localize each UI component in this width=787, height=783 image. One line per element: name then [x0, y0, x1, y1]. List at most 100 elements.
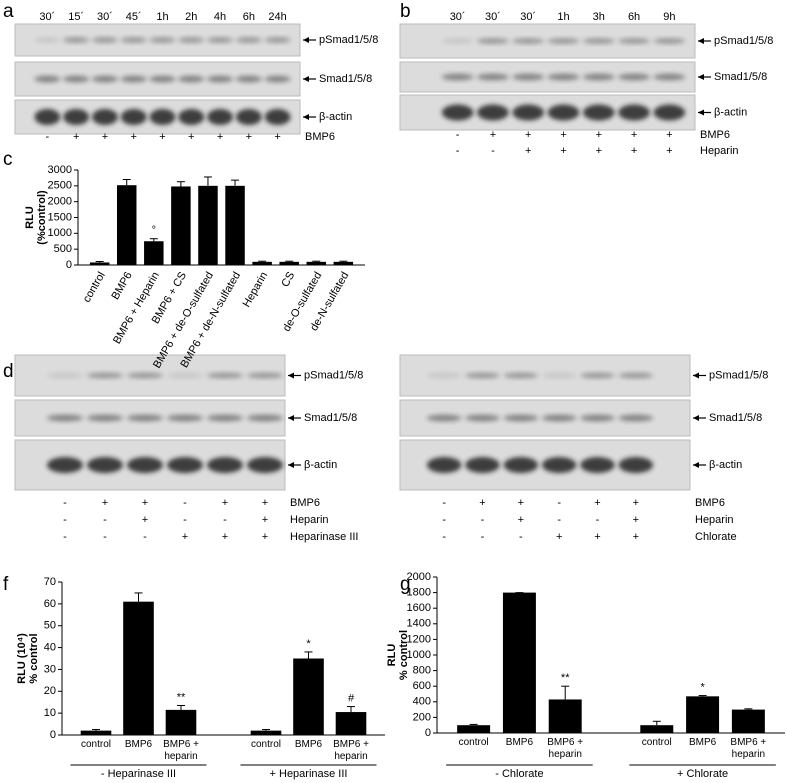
blot-row-label: pSmad1/5/8 [714, 35, 773, 47]
blot-band [465, 372, 500, 379]
blot-band [91, 37, 118, 43]
blot-band [618, 414, 654, 422]
significance-marker: ** [177, 691, 186, 703]
blot-band [178, 109, 205, 125]
time-label: 6h [243, 11, 255, 23]
sign: + [262, 531, 268, 543]
blot-band [582, 73, 615, 81]
sign: + [102, 131, 108, 143]
panel-label: a [3, 1, 14, 22]
blot-band [235, 37, 262, 43]
y-tick-label: 60 [44, 598, 56, 610]
x-tick-label: BMP6 [505, 737, 534, 748]
x-tick-label: control [458, 737, 489, 748]
blot-band [91, 109, 118, 125]
group-label: + Chlorate [677, 768, 728, 780]
time-label: 30´ [97, 11, 113, 23]
blot-band [547, 73, 580, 81]
blot-band [120, 109, 147, 125]
blot-band [235, 109, 262, 125]
blot-band [653, 73, 686, 81]
blot-band [149, 75, 176, 83]
y-tick-label: 1400 [407, 618, 431, 630]
sign: + [222, 497, 228, 509]
blot-band [47, 457, 83, 473]
blot-band [618, 38, 650, 44]
y-tick-label: 0 [425, 727, 431, 739]
x-tick-label: control [81, 270, 108, 305]
sign: + [525, 129, 531, 141]
x-tick-label-box: control [81, 739, 111, 750]
blot-band [426, 414, 462, 422]
panel-label: b [400, 1, 411, 22]
time-label: 3h [593, 11, 605, 23]
time-label: 30´ [450, 11, 466, 23]
blot-row-label: Smad1/5/8 [304, 412, 357, 424]
x-tick-label: CS [279, 270, 297, 289]
y-tick-label: 50 [44, 620, 56, 632]
y-tick-label: 1600 [407, 602, 431, 614]
sign: - [103, 514, 107, 526]
sign: + [479, 497, 485, 509]
bar [333, 261, 354, 265]
y-tick-label: 800 [413, 665, 431, 677]
sign: + [262, 497, 268, 509]
condition-label: Chlorate [695, 531, 737, 543]
condition-label: BMP6 [290, 497, 320, 509]
sign: + [594, 531, 600, 543]
y-tick-label: 400 [413, 696, 431, 708]
sign: - [442, 497, 446, 509]
condition-label: Heparinase III [290, 531, 358, 543]
sign: + [274, 131, 280, 143]
sign: + [102, 497, 108, 509]
y-axis-label: RLU [386, 644, 398, 667]
bar [252, 261, 272, 265]
sign: - [183, 497, 187, 509]
blot-band [167, 457, 203, 473]
blot-row-label: Smad1/5/8 [319, 73, 372, 85]
blot-band [653, 104, 686, 121]
x-tick-label-box: BMP6 + heparin [730, 737, 766, 760]
bar [116, 185, 137, 265]
y-tick-label: 1000 [48, 227, 72, 239]
x-tick-label: Heparin [241, 270, 271, 309]
blot-band [47, 372, 83, 379]
y-axis-label: RLU (10⁴) [16, 633, 28, 684]
x-tick-label: BMP6 [294, 739, 323, 750]
group-label: - Chlorate [495, 768, 543, 780]
blot-band [441, 73, 474, 81]
blot-band [34, 37, 61, 43]
arrow-head [303, 76, 309, 82]
time-label: 24h [268, 11, 286, 23]
blot-band [441, 38, 474, 44]
arrow-head [288, 415, 294, 421]
y-tick-label: 500 [54, 243, 72, 255]
blot-band [167, 414, 203, 422]
arrow-head [303, 114, 309, 120]
blot-band [247, 457, 283, 473]
blot-band [426, 372, 462, 379]
x-tick-label-box: BMP6 [125, 739, 152, 750]
sign: + [262, 514, 268, 526]
blot-band [465, 457, 500, 473]
sign: + [596, 129, 602, 141]
blot-band [503, 372, 539, 379]
sign: + [142, 497, 148, 509]
time-label: 4h [214, 11, 226, 23]
bar [144, 241, 164, 265]
sign: - [103, 531, 107, 543]
blot-band [87, 457, 123, 473]
blot-band [120, 75, 147, 83]
x-tick-label-box: control [251, 739, 281, 750]
x-tick-label-box: BMP6 + heparin [163, 739, 199, 762]
sign: + [217, 131, 223, 143]
y-tick-label: 30 [44, 663, 56, 675]
blot-row-label: pSmad1/5/8 [709, 369, 768, 381]
blot-band [63, 37, 90, 43]
y-tick-label: 0 [66, 259, 72, 271]
sign: - [557, 497, 561, 509]
blot-band [127, 372, 163, 379]
blot-band [618, 73, 650, 81]
condition-label: Heparin [700, 145, 739, 157]
